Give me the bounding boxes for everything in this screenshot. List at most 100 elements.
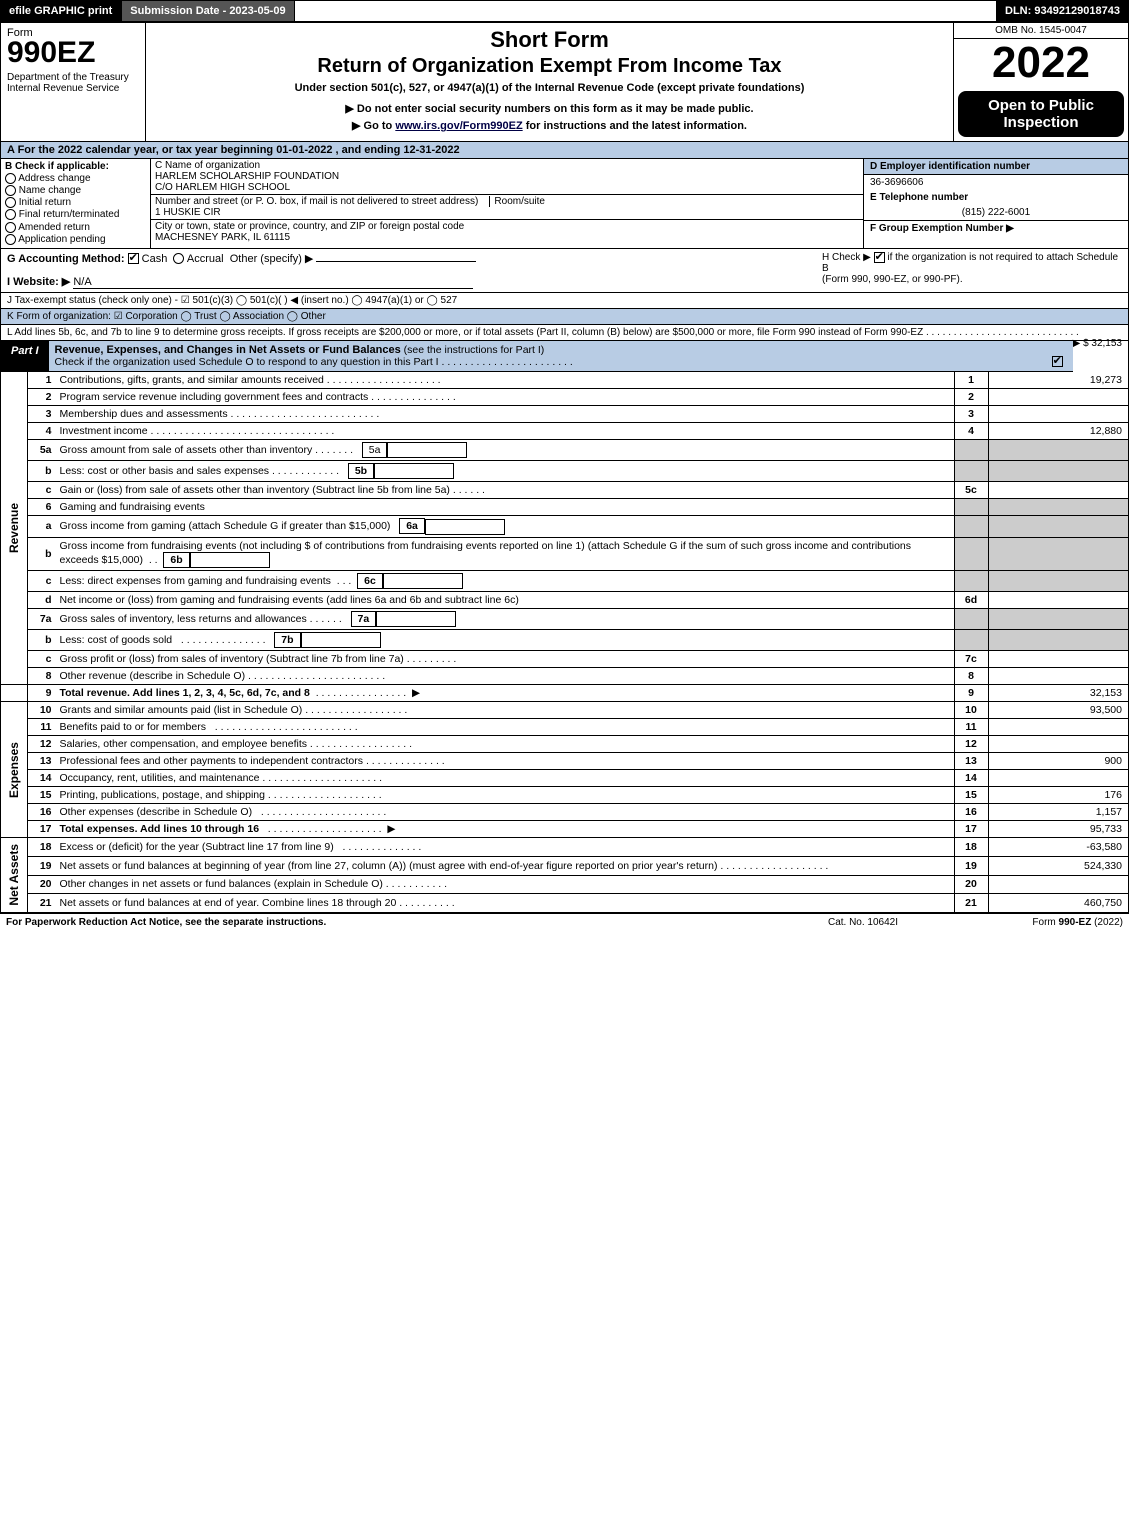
line-18: Net Assets 18Excess or (deficit) for the…	[1, 838, 1128, 857]
l6b-ln	[954, 537, 988, 570]
org-name-1: HARLEM SCHOLARSHIP FOUNDATION	[155, 171, 859, 182]
l7c-ln: 7c	[954, 651, 988, 668]
chk-address-change[interactable]: Address change	[5, 173, 146, 184]
title-short-form: Short Form	[152, 27, 947, 53]
l21-ln: 21	[954, 894, 988, 913]
part1-table: Revenue 1Contributions, gifts, grants, a…	[1, 372, 1128, 913]
line-17: 17Total expenses. Add lines 10 through 1…	[1, 821, 1128, 838]
l6c-sub: 6c	[357, 573, 383, 589]
header-middle: Short Form Return of Organization Exempt…	[146, 23, 953, 141]
l7c-desc: Gross profit or (loss) from sales of inv…	[56, 651, 955, 668]
chk-name-change[interactable]: Name change	[5, 185, 146, 196]
chk-schedule-o[interactable]	[1052, 356, 1063, 367]
tax-year: 2022	[954, 39, 1128, 89]
l6d-desc: Net income or (loss) from gaming and fun…	[56, 591, 955, 608]
l4-ln: 4	[954, 422, 988, 439]
l5a-ln	[954, 439, 988, 460]
l14-ln: 14	[954, 770, 988, 787]
chk-accrual[interactable]	[173, 253, 184, 264]
block-b-c-def: B Check if applicable: Address change Na…	[1, 159, 1128, 249]
chk-application-pending-label: Application pending	[18, 234, 105, 245]
side-expenses: Expenses	[5, 738, 23, 802]
cash-label: Cash	[142, 253, 168, 265]
chk-final-return[interactable]: Final return/terminated	[5, 209, 146, 220]
room-label: Room/suite	[489, 196, 545, 207]
section-g-h-i: G Accounting Method: Cash Accrual Other …	[1, 249, 1128, 293]
chk-amended-return[interactable]: Amended return	[5, 222, 146, 233]
l5a-desc: Gross amount from sale of assets other t…	[56, 439, 955, 460]
chk-schedule-b[interactable]	[874, 252, 885, 263]
chk-initial-return-label: Initial return	[19, 197, 71, 208]
l5b-ln	[954, 461, 988, 482]
l6b-subval	[190, 552, 270, 568]
chk-cash[interactable]	[128, 253, 139, 264]
l18-ln: 18	[954, 838, 988, 857]
line-7a: 7aGross sales of inventory, less returns…	[1, 608, 1128, 629]
chk-address-change-label: Address change	[18, 173, 90, 184]
l2-num: 2	[28, 388, 56, 405]
row-k: K Form of organization: ☑ Corporation ◯ …	[1, 309, 1128, 325]
other-specify-input[interactable]	[316, 261, 476, 262]
header-left: Form 990EZ Department of the Treasury In…	[1, 23, 146, 141]
l7a-desc: Gross sales of inventory, less returns a…	[56, 608, 955, 629]
l10-num: 10	[28, 702, 56, 719]
chk-initial-return[interactable]: Initial return	[5, 197, 146, 208]
line-10: Expenses 10Grants and similar amounts pa…	[1, 702, 1128, 719]
dept-line2: Internal Revenue Service	[7, 83, 139, 94]
line-16: 16Other expenses (describe in Schedule O…	[1, 804, 1128, 821]
l9-val: 32,153	[988, 685, 1128, 702]
line-5b: bLess: cost or other basis and sales exp…	[1, 461, 1128, 482]
l6b-sub: 6b	[163, 552, 189, 568]
l16-desc: Other expenses (describe in Schedule O) …	[56, 804, 955, 821]
chk-amended-return-label: Amended return	[18, 222, 90, 233]
l14-val	[988, 770, 1128, 787]
l1-val: 19,273	[988, 372, 1128, 389]
l2-ln: 2	[954, 388, 988, 405]
l5a-num: 5a	[28, 439, 56, 460]
chk-name-change-label: Name change	[19, 185, 81, 196]
l6b-desc: Gross income from fundraising events (no…	[56, 537, 955, 570]
l5c-num: c	[28, 482, 56, 499]
l12-desc: Salaries, other compensation, and employ…	[56, 736, 955, 753]
l1-num: 1	[28, 372, 56, 389]
l5c-ln: 5c	[954, 482, 988, 499]
open-to-public: Open to Public Inspection	[958, 91, 1124, 137]
addr-label: Number and street (or P. O. box, if mail…	[155, 196, 478, 207]
line-7b: bLess: cost of goods sold . . . . . . . …	[1, 630, 1128, 651]
l1-desc: Contributions, gifts, grants, and simila…	[56, 372, 955, 389]
l11-ln: 11	[954, 719, 988, 736]
l12-val	[988, 736, 1128, 753]
l6-num: 6	[28, 499, 56, 516]
city-label: City or town, state or province, country…	[155, 221, 859, 232]
l8-num: 8	[28, 668, 56, 685]
irs-link[interactable]: www.irs.gov/Form990EZ	[395, 120, 522, 132]
ein-value: 36-3696606	[864, 175, 1128, 190]
header-right: OMB No. 1545-0047 2022 Open to Public In…	[953, 23, 1128, 141]
efile-print-button[interactable]: efile GRAPHIC print	[0, 0, 121, 22]
l7b-val	[988, 630, 1128, 651]
l3-val	[988, 405, 1128, 422]
l17-num: 17	[28, 821, 56, 838]
l7a-sub: 7a	[351, 611, 377, 627]
l7a-ln	[954, 608, 988, 629]
title-return: Return of Organization Exempt From Incom…	[152, 55, 947, 78]
l6-ln	[954, 499, 988, 516]
ghi-left: G Accounting Method: Cash Accrual Other …	[7, 252, 822, 289]
l11-val	[988, 719, 1128, 736]
footer-mid: Cat. No. 10642I	[763, 917, 963, 928]
line-5c: cGain or (loss) from sale of assets othe…	[1, 482, 1128, 499]
l6c-num: c	[28, 570, 56, 591]
chk-application-pending[interactable]: Application pending	[5, 234, 146, 245]
dln-label: DLN: 93492129018743	[996, 0, 1129, 22]
c-city-block: City or town, state or province, country…	[151, 220, 863, 244]
other-label: Other (specify) ▶	[230, 253, 314, 265]
l6a-subval	[425, 519, 505, 535]
l7b-ln	[954, 630, 988, 651]
l6a-val	[988, 516, 1128, 537]
l7b-desc: Less: cost of goods sold . . . . . . . .…	[56, 630, 955, 651]
l6a-desc: Gross income from gaming (attach Schedul…	[56, 516, 955, 537]
l16-val: 1,157	[988, 804, 1128, 821]
l14-desc: Occupancy, rent, utilities, and maintena…	[56, 770, 955, 787]
l6c-ln	[954, 570, 988, 591]
l15-val: 176	[988, 787, 1128, 804]
